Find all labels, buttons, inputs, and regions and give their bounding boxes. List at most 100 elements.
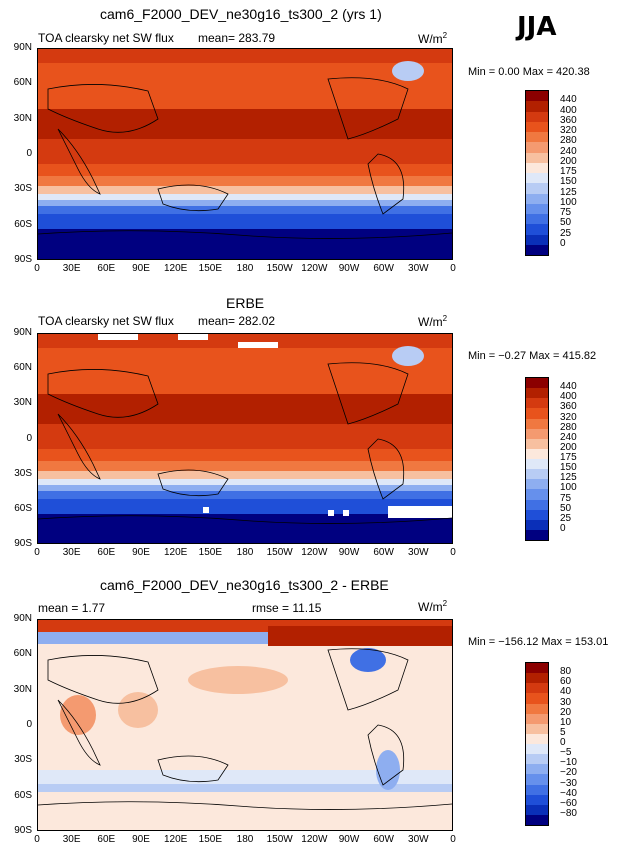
colorbar-swatch xyxy=(526,693,548,704)
colorbar-label: 440 xyxy=(560,381,577,393)
panel1-variable: TOA clearsky net SW flux xyxy=(38,31,174,45)
colorbar-label: 240 xyxy=(560,145,577,157)
colorbar-swatch xyxy=(526,703,548,714)
x-tick-label: 90W xyxy=(338,834,360,845)
colorbar-label: −40 xyxy=(560,787,577,799)
x-tick-label: 180 xyxy=(236,834,254,845)
colorbar-swatch xyxy=(526,764,548,775)
x-tick-label: 150W xyxy=(266,547,293,558)
colorbar-swatch xyxy=(526,101,548,112)
x-tick-label: 30W xyxy=(408,547,429,558)
panel1-colorbar xyxy=(525,90,549,256)
colorbar-swatch xyxy=(526,111,548,122)
panel3-map-field xyxy=(38,620,452,830)
y-tick-label: 60S xyxy=(14,502,32,514)
colorbar-label: 0 xyxy=(560,737,566,748)
x-tick-label: 120E xyxy=(163,834,188,845)
x-tick-label: 30E xyxy=(62,547,81,558)
x-tick-label: 90W xyxy=(338,547,360,558)
x-tick-label: 60E xyxy=(97,547,116,558)
colorbar-swatch xyxy=(526,529,548,540)
colorbar-label: −80 xyxy=(560,807,577,819)
x-tick-label: 90W xyxy=(338,263,360,274)
y-tick-label: 60S xyxy=(14,218,32,230)
colorbar-swatch xyxy=(526,509,548,520)
colorbar-swatch xyxy=(526,519,548,530)
colorbar-label: 25 xyxy=(560,512,572,524)
panel3-mean: mean = 1.77 xyxy=(38,601,106,615)
panel1-units: W/m2 xyxy=(418,31,448,46)
colorbar-swatch xyxy=(526,214,548,225)
panel3-colorbar xyxy=(525,662,549,826)
colorbar-swatch xyxy=(526,203,548,214)
x-tick-label: 60W xyxy=(373,834,394,845)
colorbar-swatch xyxy=(526,499,548,510)
colorbar-label: 320 xyxy=(560,411,577,423)
colorbar-swatch xyxy=(526,398,548,409)
colorbar-label: 20 xyxy=(560,706,572,718)
colorbar-swatch xyxy=(526,469,548,480)
colorbar-swatch xyxy=(526,754,548,765)
x-tick-label: 120E xyxy=(163,547,188,558)
panel1-map xyxy=(37,48,453,260)
colorbar-swatch xyxy=(526,408,548,419)
x-tick-label: 120E xyxy=(163,263,188,274)
colorbar-label: 175 xyxy=(560,452,577,463)
y-tick-label: 60N xyxy=(13,362,32,374)
colorbar-label: −5 xyxy=(560,747,572,759)
colorbar-label: 5 xyxy=(560,726,566,738)
colorbar-swatch xyxy=(526,173,548,184)
colorbar-swatch xyxy=(526,733,548,744)
y-tick-label: 90S xyxy=(14,825,32,836)
y-tick-label: 90N xyxy=(13,613,32,624)
colorbar-swatch xyxy=(526,183,548,194)
colorbar-swatch xyxy=(526,744,548,755)
x-tick-label: 120W xyxy=(301,834,328,845)
colorbar-label: 440 xyxy=(560,94,577,106)
colorbar-label: 25 xyxy=(560,227,572,239)
colorbar-swatch xyxy=(526,723,548,734)
panel2-variable: TOA clearsky net SW flux xyxy=(38,314,174,328)
colorbar-swatch xyxy=(526,814,548,825)
colorbar-label: 400 xyxy=(560,391,577,403)
y-tick-label: 60N xyxy=(13,77,32,89)
x-tick-label: 150W xyxy=(266,263,293,274)
colorbar-swatch xyxy=(526,438,548,449)
colorbar-swatch xyxy=(526,448,548,459)
colorbar-swatch xyxy=(526,132,548,143)
y-tick-label: 30N xyxy=(13,683,32,695)
colorbar-label: −20 xyxy=(560,767,577,779)
colorbar-label: 200 xyxy=(560,155,577,167)
x-tick-label: 30W xyxy=(408,263,429,274)
x-tick-label: 120W xyxy=(301,547,328,558)
colorbar-label: 10 xyxy=(560,716,572,728)
x-tick-label: 0 xyxy=(34,263,40,274)
panel1-title: cam6_F2000_DEV_ne30g16_ts300_2 (yrs 1) xyxy=(100,6,382,22)
y-tick-label: 0 xyxy=(26,432,32,444)
colorbar-label: −30 xyxy=(560,777,577,789)
panel3-rmse: rmse = 11.15 xyxy=(252,601,322,615)
colorbar-swatch xyxy=(526,234,548,245)
colorbar-swatch xyxy=(526,91,548,102)
panel3-title: cam6_F2000_DEV_ne30g16_ts300_2 - ERBE xyxy=(100,577,389,593)
x-tick-label: 180 xyxy=(236,547,254,558)
colorbar-label: 125 xyxy=(560,186,577,198)
x-tick-label: 120W xyxy=(301,263,328,274)
colorbar-swatch xyxy=(526,142,548,153)
colorbar-swatch xyxy=(526,804,548,815)
y-tick-label: 60N xyxy=(13,648,32,660)
colorbar-label: 280 xyxy=(560,135,577,147)
y-tick-label: 0 xyxy=(26,719,32,730)
y-tick-label: 30N xyxy=(13,112,32,124)
colorbar-swatch xyxy=(526,162,548,173)
colorbar-label: 125 xyxy=(560,472,577,484)
colorbar-label: 360 xyxy=(560,114,577,126)
x-tick-label: 150E xyxy=(198,547,222,558)
colorbar-swatch xyxy=(526,244,548,255)
colorbar-swatch xyxy=(526,152,548,163)
colorbar-swatch xyxy=(526,774,548,785)
colorbar-swatch xyxy=(526,378,548,389)
y-tick-label: 90N xyxy=(13,42,32,53)
x-tick-label: 150E xyxy=(198,263,222,274)
y-tick-label: 30S xyxy=(14,754,32,766)
